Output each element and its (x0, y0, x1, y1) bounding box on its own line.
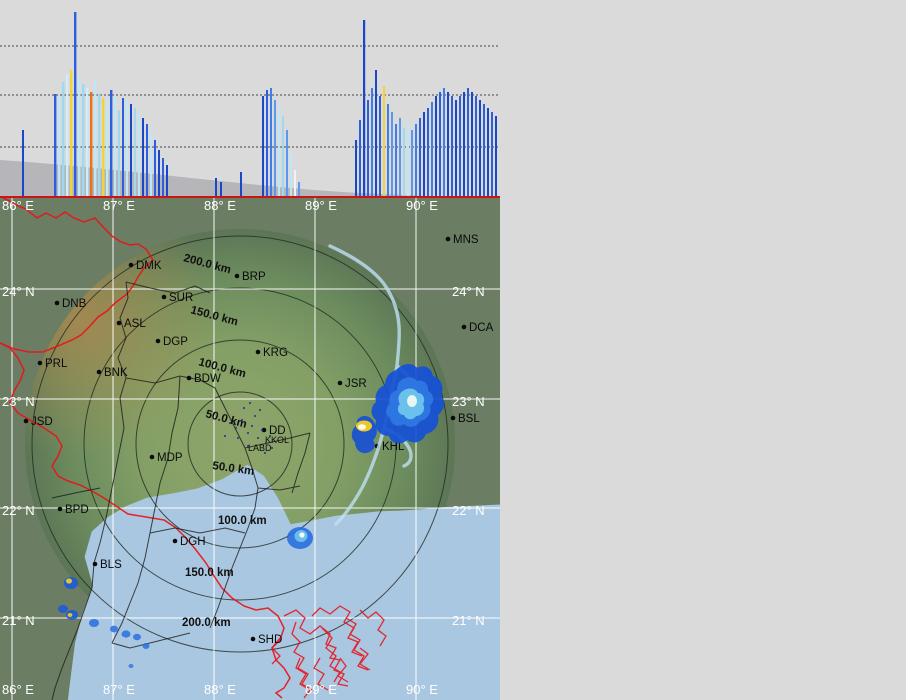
svg-text:90° E: 90° E (406, 198, 438, 213)
svg-text:200.0 km: 200.0 km (182, 617, 231, 629)
svg-text:MNS: MNS (453, 234, 479, 246)
svg-text:22° N: 22° N (452, 503, 485, 518)
svg-text:BDW: BDW (194, 373, 221, 385)
svg-text:JSR: JSR (345, 378, 367, 390)
svg-text:ASL: ASL (124, 318, 146, 330)
svg-text:BSL: BSL (458, 413, 480, 425)
svg-text:SUR: SUR (169, 292, 193, 304)
svg-text:BRP: BRP (242, 271, 266, 283)
svg-text:88° E: 88° E (204, 682, 236, 697)
svg-text:DNB: DNB (62, 298, 87, 310)
svg-text:DCA: DCA (469, 322, 494, 334)
svg-text:21° N: 21° N (2, 613, 35, 628)
svg-text:87° E: 87° E (103, 682, 135, 697)
svg-text:23° N: 23° N (452, 394, 485, 409)
svg-text:BNK: BNK (104, 367, 128, 379)
svg-text:21° N: 21° N (452, 613, 485, 628)
svg-text:24° N: 24° N (452, 284, 485, 299)
svg-text:PRL: PRL (45, 358, 68, 370)
svg-text:86° E: 86° E (2, 682, 34, 697)
svg-text:24° N: 24° N (2, 284, 35, 299)
svg-text:SHD: SHD (258, 634, 282, 646)
svg-text:88° E: 88° E (204, 198, 236, 213)
svg-text:150.0 km: 150.0 km (185, 567, 234, 579)
svg-text:23° N: 23° N (2, 394, 35, 409)
svg-text:MDP: MDP (157, 452, 183, 464)
svg-text:LABD: LABD (248, 443, 272, 453)
svg-text:BLS: BLS (100, 559, 122, 571)
svg-text:BPD: BPD (65, 504, 89, 516)
svg-text:87° E: 87° E (103, 198, 135, 213)
svg-text:KRG: KRG (263, 347, 288, 359)
svg-text:22° N: 22° N (2, 503, 35, 518)
svg-text:89° E: 89° E (305, 682, 337, 697)
svg-text:89° E: 89° E (305, 198, 337, 213)
svg-text:DGP: DGP (163, 336, 188, 348)
svg-text:86° E: 86° E (2, 198, 34, 213)
svg-text:JSD: JSD (31, 416, 53, 428)
svg-text:DGH: DGH (180, 536, 206, 548)
svg-text:100.0 km: 100.0 km (218, 515, 267, 527)
svg-text:DMK: DMK (136, 260, 162, 272)
svg-text:90° E: 90° E (406, 682, 438, 697)
